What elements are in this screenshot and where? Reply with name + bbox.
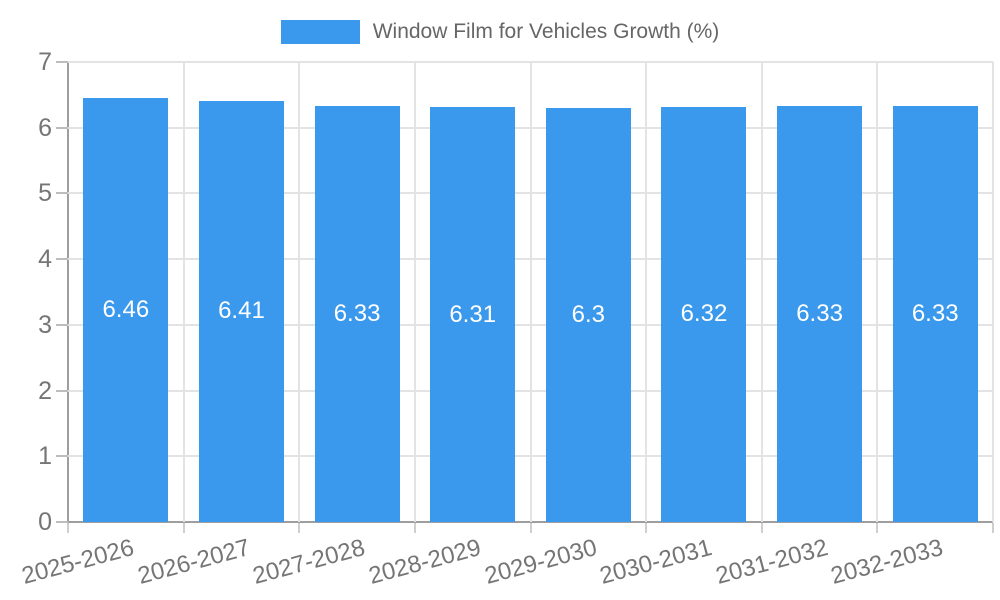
y-tick (56, 389, 68, 392)
bar-2031-2032[interactable]: 6.33 (777, 106, 863, 522)
y-tick (56, 521, 68, 523)
gridline-vertical (876, 62, 879, 522)
gridline-vertical (645, 62, 648, 522)
bar-value-label: 6.41 (218, 297, 265, 325)
gridline-vertical (529, 62, 532, 522)
y-tick (56, 323, 68, 326)
y-tick-label: 4 (38, 245, 52, 274)
bar-value-label: 6.33 (333, 300, 381, 328)
bar-value-label: 6.32 (680, 300, 728, 328)
y-tick-label: 7 (38, 48, 52, 76)
x-tick (992, 523, 994, 533)
bar-value-label: 6.3 (571, 301, 605, 328)
x-tick (876, 523, 879, 533)
bar-2028-2029[interactable]: 6.31 (430, 107, 516, 522)
x-tick-label: 2032-2033 (828, 534, 947, 590)
y-tick (56, 126, 68, 129)
gridline-vertical (992, 62, 994, 522)
bar-value-label: 6.33 (796, 300, 843, 328)
bar-value-label: 6.46 (102, 295, 150, 323)
x-tick (182, 523, 185, 533)
y-tick (56, 258, 68, 261)
x-tick-label: 2027-2028 (250, 534, 369, 590)
x-tick-label: 2031-2032 (712, 534, 831, 590)
bar-2029-2030[interactable]: 6.3 (545, 108, 631, 522)
gridline-vertical (182, 62, 185, 522)
x-tick-label: 2025-2026 (18, 534, 137, 590)
gridline-vertical (760, 62, 763, 522)
y-tick (56, 455, 68, 458)
y-tick-label: 6 (38, 113, 52, 142)
bar-value-label: 6.31 (449, 300, 497, 328)
gridline-vertical (298, 62, 301, 522)
bar-2030-2031[interactable]: 6.32 (661, 106, 747, 522)
chart-legend[interactable]: Window Film for Vehicles Growth (%) (0, 18, 1000, 46)
y-tick (56, 61, 68, 63)
bar-2027-2028[interactable]: 6.33 (314, 106, 400, 522)
x-tick-label: 2026-2027 (134, 534, 253, 590)
bar-value-label: 6.33 (911, 300, 959, 328)
y-tick (56, 192, 68, 195)
legend-swatch (280, 20, 360, 44)
y-tick-label: 2 (38, 376, 52, 405)
x-tick-label: 2029-2030 (481, 534, 600, 590)
gridline-vertical (413, 62, 416, 522)
bar-2032-2033[interactable]: 6.33 (892, 106, 978, 522)
x-tick (529, 523, 532, 533)
y-tick-label: 1 (38, 442, 52, 471)
legend-label: Window Film for Vehicles Growth (%) (372, 20, 720, 43)
x-tick (645, 523, 648, 533)
x-axis-line (68, 521, 993, 523)
bar-2025-2026[interactable]: 6.46 (83, 97, 169, 522)
x-tick (760, 523, 763, 533)
x-tick (298, 523, 301, 533)
x-tick (413, 523, 416, 533)
plot-area: 6.46 6.41 6.33 6.31 6.3 6.32 6.33 6.33 (68, 61, 994, 522)
y-tick-label: 0 (38, 508, 52, 536)
bar-2026-2027[interactable]: 6.41 (198, 100, 284, 522)
y-tick-label: 3 (38, 310, 52, 339)
x-tick (67, 523, 69, 533)
x-tick-label: 2030-2031 (597, 534, 715, 590)
y-tick-label: 5 (38, 179, 52, 208)
x-tick-label: 2028-2029 (365, 534, 484, 590)
y-axis-line (67, 62, 69, 532)
